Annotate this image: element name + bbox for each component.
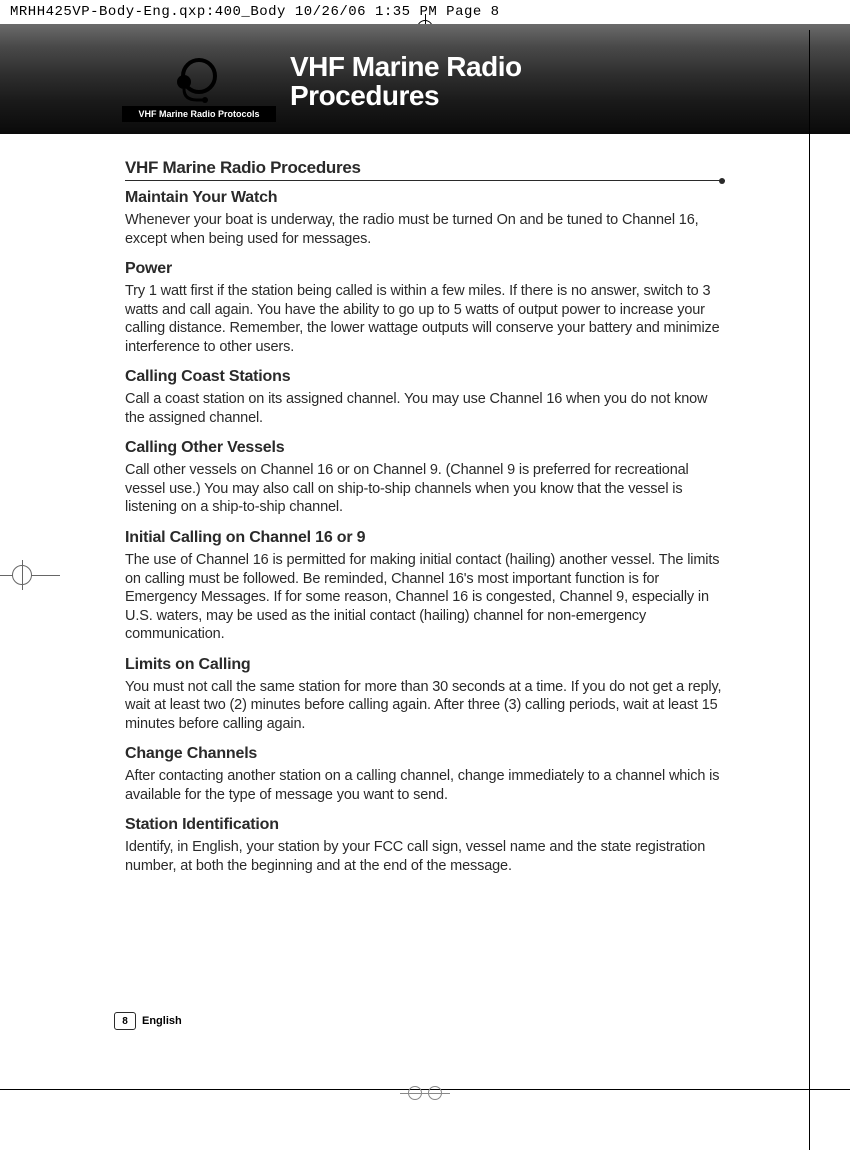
- page-footer: 8 English: [114, 1012, 182, 1030]
- body-text: The use of Channel 16 is permitted for m…: [125, 551, 725, 644]
- body-text: Call other vessels on Channel 16 or on C…: [125, 461, 725, 517]
- main-content: VHF Marine Radio Procedures Maintain You…: [0, 134, 850, 896]
- banner-title-line1: VHF Marine Radio: [290, 51, 522, 82]
- subheading: Calling Other Vessels: [125, 439, 725, 457]
- subheading: Change Channels: [125, 745, 725, 763]
- registration-mark-icon: [400, 1078, 450, 1108]
- subheading: Initial Calling on Channel 16 or 9: [125, 529, 725, 547]
- subheading: Maintain Your Watch: [125, 189, 725, 207]
- trim-line: [0, 1089, 850, 1090]
- body-text: Try 1 watt first if the station being ca…: [125, 282, 725, 356]
- section-title: VHF Marine Radio Procedures: [125, 158, 725, 181]
- body-text: Identify, in English, your station by yo…: [125, 838, 725, 875]
- subheading: Limits on Calling: [125, 656, 725, 674]
- body-text: You must not call the same station for m…: [125, 678, 725, 734]
- banner-title-line2: Procedures: [290, 80, 439, 111]
- headset-icon: [169, 54, 229, 104]
- body-text: Call a coast station on its assigned cha…: [125, 390, 725, 427]
- banner-title: VHF Marine Radio Procedures: [290, 52, 522, 111]
- icon-label: VHF Marine Radio Protocols: [122, 106, 276, 122]
- print-metadata-header: MRHH425VP-Body-Eng.qxp:400_Body 10/26/06…: [0, 0, 850, 24]
- body-text: After contacting another station on a ca…: [125, 767, 725, 804]
- protocol-icon-tab: VHF Marine Radio Protocols: [122, 54, 276, 122]
- trim-line: [809, 30, 810, 1150]
- body-text: Whenever your boat is underway, the radi…: [125, 211, 725, 248]
- page-banner: VHF Marine Radio Protocols VHF Marine Ra…: [0, 24, 850, 134]
- page-number: 8: [114, 1012, 136, 1030]
- subheading: Station Identification: [125, 816, 725, 834]
- subheading: Power: [125, 260, 725, 278]
- language-label: English: [142, 1015, 182, 1027]
- subheading: Calling Coast Stations: [125, 368, 725, 386]
